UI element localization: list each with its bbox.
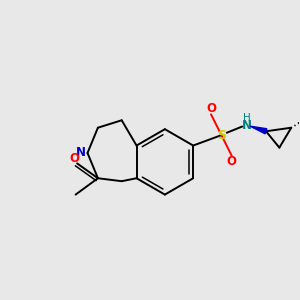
Text: N: N [242,119,252,132]
Text: O: O [227,155,237,168]
Text: S: S [217,129,226,142]
Text: H: H [243,113,251,123]
Polygon shape [250,126,267,134]
Text: O: O [206,102,216,115]
Text: O: O [70,152,80,165]
Text: N: N [76,146,86,160]
